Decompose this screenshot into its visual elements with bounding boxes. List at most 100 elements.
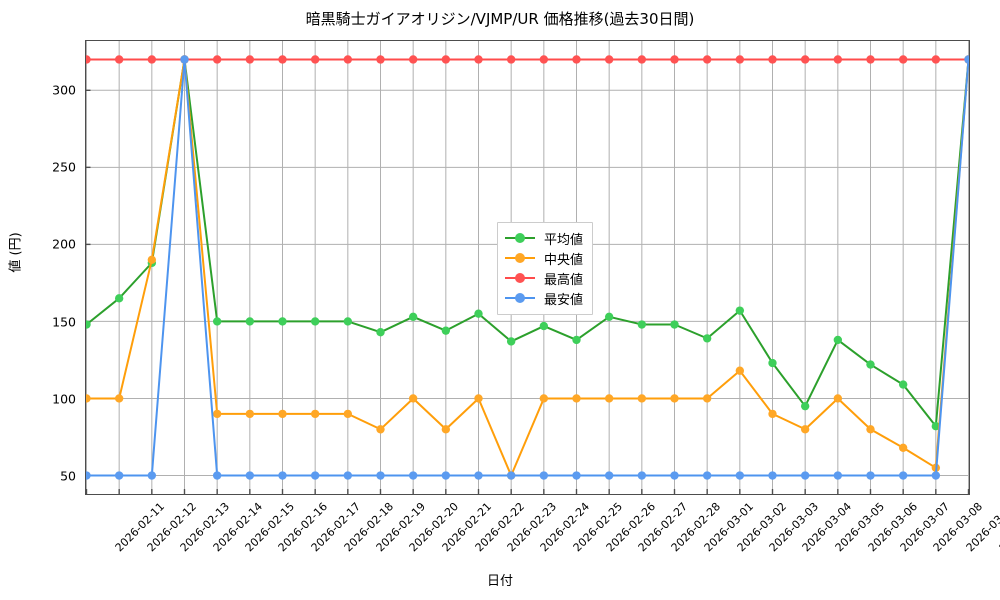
data-point	[539, 55, 549, 64]
data-point	[931, 55, 941, 64]
data-point	[343, 409, 353, 419]
data-point	[180, 55, 189, 64]
legend-item[interactable]: 最高値	[505, 268, 583, 288]
data-point	[898, 380, 908, 389]
data-point	[343, 55, 353, 64]
y-tick-label: 300	[52, 82, 76, 98]
data-point	[278, 471, 287, 480]
data-point	[114, 471, 124, 480]
data-point	[245, 409, 255, 419]
data-point	[408, 312, 418, 321]
data-point	[474, 55, 483, 64]
data-point	[86, 55, 91, 64]
legend-label: 中央値	[544, 252, 584, 268]
data-point	[474, 394, 483, 403]
data-point	[670, 55, 679, 64]
data-point	[768, 358, 777, 368]
data-point	[408, 394, 418, 403]
data-point	[931, 422, 941, 431]
data-point	[898, 471, 908, 480]
legend-marker-icon	[505, 251, 535, 265]
data-point	[506, 471, 516, 480]
data-point	[670, 320, 679, 329]
data-point	[735, 471, 745, 480]
legend-marker-icon	[505, 271, 535, 285]
chart-title: 暗黒騎士ガイアオリジン/VJMP/UR 価格推移(過去30日間)	[305, 10, 695, 28]
data-point	[441, 425, 451, 434]
legend-item[interactable]: 最安値	[505, 288, 583, 308]
legend-item[interactable]: 平均値	[505, 228, 583, 248]
y-tick-label: 100	[52, 391, 76, 407]
data-point	[702, 334, 712, 343]
data-point	[376, 328, 385, 337]
data-point	[931, 471, 941, 480]
data-point	[245, 471, 255, 480]
data-point	[866, 471, 875, 480]
data-point	[86, 471, 91, 480]
x-axis-tick-labels: 2026-02-11 2026-02-12 2026-02-13 2026-02-14…	[85, 500, 1000, 570]
data-point	[800, 401, 810, 411]
data-point	[735, 55, 745, 64]
data-point	[572, 55, 581, 64]
data-point	[539, 471, 549, 480]
y-tick-label: 50	[60, 468, 76, 484]
data-point	[408, 55, 418, 64]
y-tick-label: 250	[52, 159, 76, 175]
series-line	[86, 58, 969, 477]
data-point	[376, 425, 385, 434]
data-point	[702, 471, 712, 480]
data-point	[343, 471, 353, 480]
data-point	[735, 306, 745, 315]
data-point	[441, 55, 451, 64]
data-point	[474, 471, 483, 480]
data-point	[572, 394, 581, 403]
series-4	[86, 55, 969, 480]
data-point	[343, 317, 353, 326]
data-point	[768, 471, 777, 480]
data-point	[86, 394, 91, 403]
legend-label: 最高値	[544, 272, 584, 288]
data-point	[833, 394, 843, 403]
legend-marker-icon	[505, 291, 535, 305]
data-point	[539, 321, 549, 331]
data-point	[833, 55, 843, 64]
data-point	[670, 394, 679, 403]
series-line	[86, 58, 969, 428]
data-point	[800, 471, 810, 480]
data-point	[278, 55, 287, 64]
data-point	[735, 366, 745, 375]
y-tick-label: 150	[52, 314, 76, 330]
data-point	[147, 471, 157, 480]
data-point	[539, 394, 549, 403]
series-3	[86, 55, 969, 64]
data-point	[898, 443, 908, 452]
chart-legend[interactable]: 平均値中央値最高値 最安値	[497, 222, 594, 315]
data-point	[278, 317, 287, 326]
data-point	[833, 335, 843, 345]
data-point	[604, 55, 614, 64]
x-axis-label: 日付	[486, 574, 513, 589]
data-point	[964, 55, 969, 64]
data-point	[833, 471, 843, 480]
data-point	[212, 409, 222, 419]
legend-item[interactable]: 中央値	[505, 248, 583, 268]
data-point	[637, 320, 647, 329]
data-point	[441, 326, 451, 335]
data-point	[572, 335, 581, 345]
data-point	[310, 55, 320, 64]
series-lines	[86, 55, 969, 480]
legend-label: 平均値	[544, 232, 584, 248]
data-point	[670, 471, 679, 480]
data-point	[86, 320, 91, 329]
data-point	[147, 55, 157, 64]
data-point	[604, 394, 614, 403]
data-point	[114, 294, 124, 303]
data-point	[702, 55, 712, 64]
data-point	[310, 317, 320, 326]
data-point	[506, 337, 516, 346]
data-point	[866, 360, 875, 369]
data-point	[604, 471, 614, 480]
data-point	[310, 471, 320, 480]
data-point	[408, 471, 418, 480]
series-line	[86, 58, 969, 477]
